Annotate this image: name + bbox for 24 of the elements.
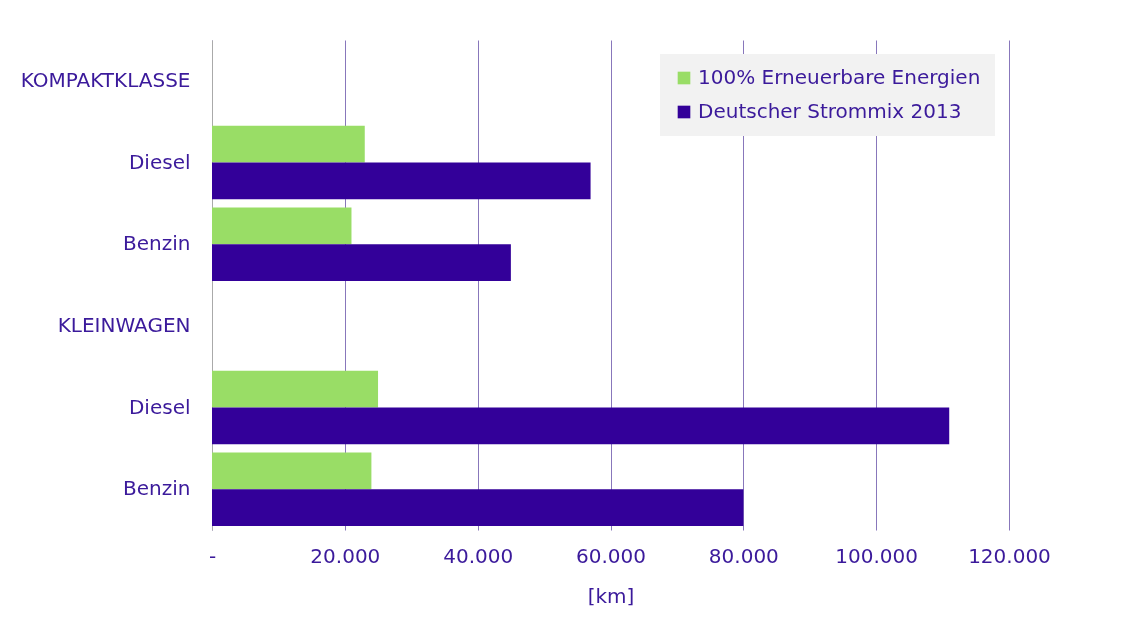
y-tick-label: Benzin	[123, 231, 191, 256]
y-tick-label: KOMPAKTKLASSE	[20, 67, 191, 92]
bar	[212, 162, 591, 200]
x-tick-label: 40.000	[443, 543, 514, 568]
y-tick-label: KLEINWAGEN	[57, 312, 191, 337]
x-axis-title: [km]	[587, 583, 635, 608]
x-tick-label: 100.000	[835, 543, 919, 568]
x-tick-label: 60.000	[576, 543, 646, 568]
y-tick-label: Diesel	[128, 149, 191, 174]
y-tick-label: Diesel	[128, 394, 191, 419]
bar	[212, 489, 744, 526]
bar	[212, 370, 379, 408]
legend-label: Deutscher Strommix 2013	[698, 99, 962, 123]
x-tick-label: 20.000	[310, 543, 381, 568]
legend-label: 100% Erneuerbare Energien	[698, 65, 981, 89]
bar	[212, 452, 372, 490]
x-tick-label: 80.000	[708, 543, 779, 568]
bar	[212, 407, 950, 445]
bar	[212, 244, 511, 281]
x-tick-label: -	[208, 543, 217, 568]
bar	[212, 125, 365, 163]
bar	[212, 207, 352, 245]
y-tick-label: Benzin	[123, 476, 191, 501]
x-tick-label: 120.000	[968, 543, 1051, 568]
